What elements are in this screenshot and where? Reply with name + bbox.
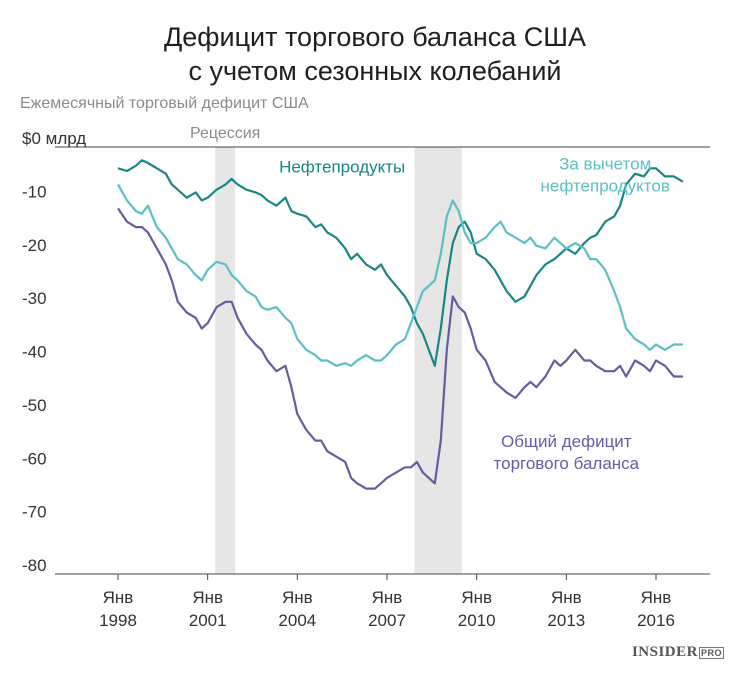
x-tick-label-month-0: Янв [103,588,134,607]
series-label-0-line-0: Нефтепродукты [279,158,405,177]
series-label-2-line-1: торгового баланса [494,454,640,473]
axes: $0 млрд -10 -20 -30 -40 -50 -60 -70 -80 Янв 1998 Ян… [22,129,710,630]
recession-band-1 [414,147,462,574]
x-tick-label-year-4: 2010 [458,611,496,630]
chart-title-line-1: Дефицит торгового баланса США [163,22,587,52]
chart-title-line-2: с учетом сезонных колебаний [188,56,562,86]
logo-badge: PRO [698,646,724,659]
x-tick-label-year-0: 1998 [99,611,137,630]
x-tick-label-month-4: Янв [461,588,492,607]
y-tick-label-7: -70 [22,503,47,522]
x-tick-label-month-2: Янв [282,588,313,607]
recession-label: Рецессия [190,125,260,142]
logo-text: INSIDER [631,644,698,660]
x-tick-label-month-5: Янв [551,588,582,607]
x-tick-label-month-6: Янв [641,588,672,607]
y-tick-label-6: -60 [22,449,47,468]
y-axis-label: Ежемесячный торговый дефицит США [20,95,309,112]
insider-pro-logo: INSIDER PRO [632,644,724,661]
x-tick-label-year-1: 2001 [189,611,227,630]
x-tick-label-month-1: Янв [192,588,223,607]
recession-band-0 [215,147,236,574]
series-label-2-line-0: Общий дефицит [501,432,632,451]
x-tick-label-year-6: 2016 [637,611,675,630]
x-tick-label-year-2: 2004 [278,611,316,630]
series-line-1 [117,183,683,367]
y-tick-label-5: -50 [22,396,47,415]
y-tick-label-4: -40 [22,343,47,362]
series-lines [117,159,684,490]
x-tick-label-year-3: 2007 [368,611,406,630]
chart-title: Дефицит торгового баланса США с учетом с… [0,20,750,88]
y-tick-label-0: $0 млрд [22,129,86,148]
y-tick-label-8: -80 [22,556,47,575]
x-tick-label-year-5: 2013 [547,611,585,630]
series-line-0 [117,159,684,367]
series-labels: Нефтепродукты За вычетом нефтепродуктов Общ… [279,154,670,473]
series-line-2 [117,207,683,490]
y-tick-label-3: -30 [22,289,47,308]
x-tick-label-month-3: Янв [372,588,403,607]
y-tick-label-2: -20 [22,236,47,255]
recession-bands [215,147,462,574]
y-tick-label-1: -10 [22,182,47,201]
series-label-1-line-0: За вычетом [559,154,651,173]
series-label-1-line-1: нефтепродуктов [540,176,669,195]
